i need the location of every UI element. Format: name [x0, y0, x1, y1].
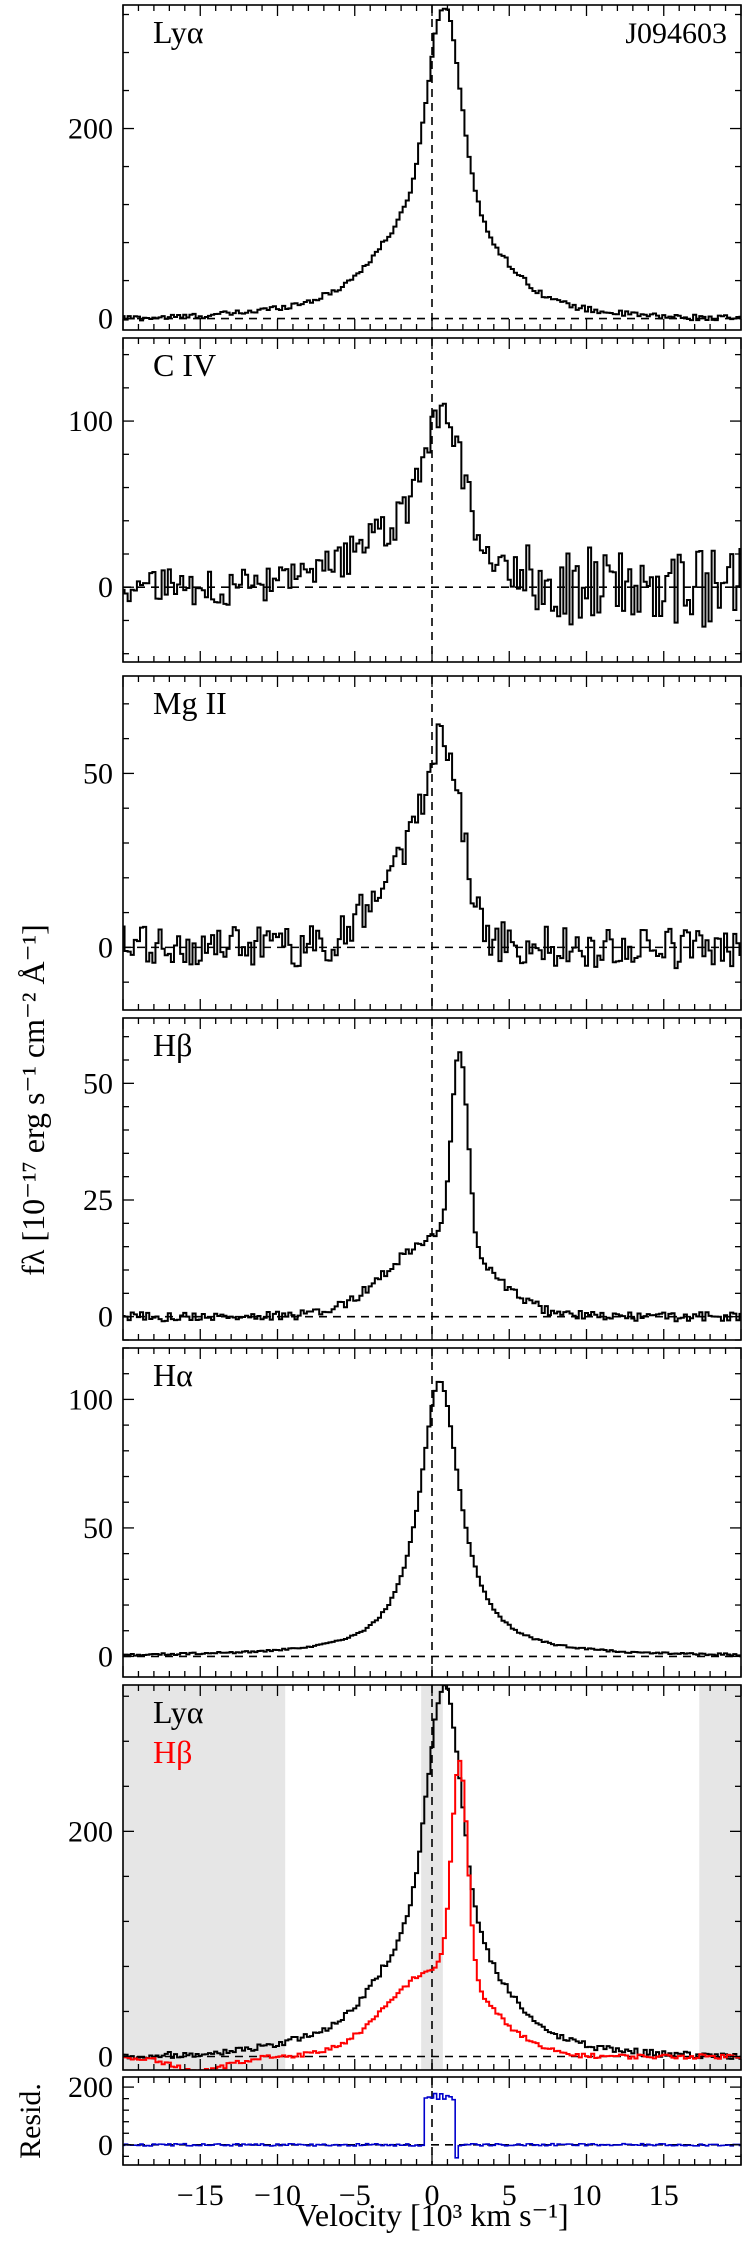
y-tick-label: 0: [98, 571, 113, 604]
y-tick-label: 0: [98, 2040, 113, 2073]
shaded-region-0: [123, 1685, 286, 2070]
series-civ-0: [123, 402, 741, 628]
y-tick-label: 100: [68, 405, 113, 438]
panel-ha: 0 50 100 Hα: [68, 1347, 742, 1678]
object-name: J094603: [625, 17, 727, 50]
shaded-region-2: [699, 1685, 741, 2070]
series-compare-1: [123, 1759, 741, 2070]
series-lya-0: [123, 7, 741, 322]
y-tick-label: 200: [68, 2071, 113, 2104]
y-tick-label: 0: [98, 1640, 113, 1673]
panel-mgii: 0 50 Mg II: [83, 675, 742, 1011]
panel-label2-compare: Hβ: [153, 1734, 192, 1770]
y-tick-label: 200: [68, 1815, 113, 1848]
plot-area-ha: [123, 1348, 741, 1677]
series-hb-0: [123, 1051, 741, 1323]
x-tick-label: −10: [254, 2179, 301, 2212]
y-tick-label: 200: [68, 113, 113, 146]
x-axis-label: Velocity [10³ km s⁻¹]: [295, 2197, 568, 2233]
panel-hb: 0 25 50 Hβ: [83, 1017, 742, 1341]
panel-label-civ: C IV: [153, 347, 216, 383]
panel-label-ha: Hα: [153, 1357, 193, 1393]
y-tick-label: 50: [83, 1512, 113, 1545]
y-tick-label: 25: [83, 1184, 113, 1217]
x-tick-label: 5: [502, 2179, 517, 2212]
panel-civ: 0 100 C IV: [68, 337, 742, 663]
panel-compare: 0 200 Lyα Hβ: [68, 1684, 742, 2073]
y-tick-label: 0: [98, 303, 113, 336]
plot-area-compare: [123, 1685, 741, 2070]
y-tick-label: 0: [98, 931, 113, 964]
panel-label-mgii: Mg II: [153, 685, 227, 721]
series-mgii-0: [123, 723, 741, 970]
y-tick-label: 100: [68, 1383, 113, 1416]
y-tick-label: 50: [83, 757, 113, 790]
y-tick-label: 50: [83, 1067, 113, 1100]
x-tick-label: 0: [425, 2179, 440, 2212]
x-tick-label: −5: [339, 2179, 371, 2212]
plot-area-hb: [123, 1018, 741, 1340]
y-axis-label: fλ [10⁻¹⁷ erg s⁻¹ cm⁻² Å⁻¹]: [15, 924, 51, 1276]
y-tick-label: 0: [98, 2129, 113, 2162]
panel-lya: 0 200 Lyα J094603: [68, 4, 742, 336]
panel-label-lya: Lyα: [153, 14, 204, 50]
series-ha-0: [123, 1380, 741, 1657]
x-tick-label: 15: [649, 2179, 679, 2212]
panel-label-resid: Resid.: [14, 2083, 47, 2159]
plot-area-mgii: [123, 676, 741, 1010]
plot-area-lya: [123, 5, 741, 330]
series-resid-0: [123, 2092, 741, 2159]
x-tick-label: −15: [177, 2179, 224, 2212]
panel-resid: 0 200 Resid. −15 −10 −5 0 5 10 15: [14, 2071, 742, 2212]
plot-area-civ: [123, 338, 741, 662]
plot-area-resid: [123, 2077, 741, 2165]
y-tick-label: 0: [98, 1301, 113, 1334]
panel-label-hb: Hβ: [153, 1027, 192, 1063]
panel-label-compare: Lyα: [153, 1694, 204, 1730]
x-tick-label: 10: [572, 2179, 602, 2212]
